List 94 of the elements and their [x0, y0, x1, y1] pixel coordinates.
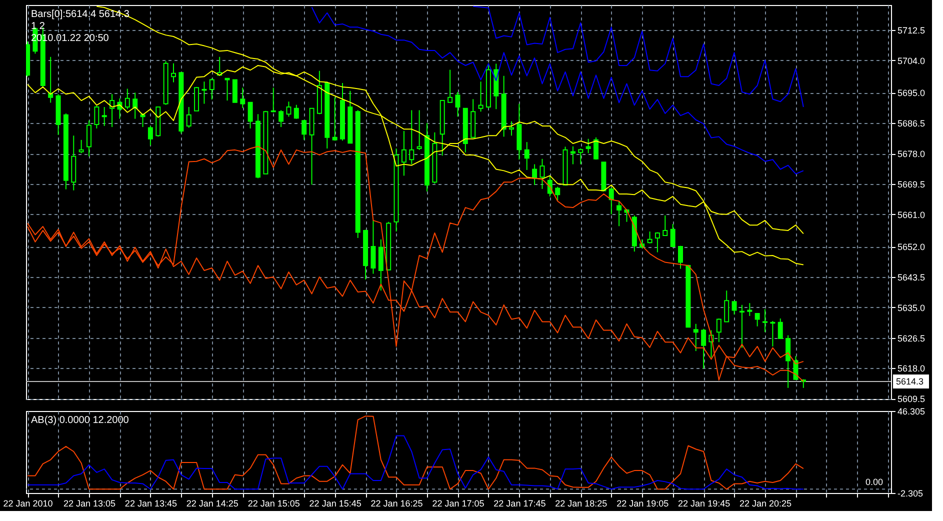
candlestick [739, 304, 744, 348]
candlestick [540, 158, 545, 190]
candlestick [586, 138, 591, 154]
x-tick-label: 22 Jan 17:05 [432, 498, 484, 508]
line-series [27, 416, 804, 490]
line-series [472, 6, 804, 108]
candlestick [455, 91, 460, 118]
candlestick [124, 88, 130, 110]
candlestick [202, 81, 207, 104]
y-tick-label: 5652.0 [898, 242, 926, 252]
candlestick [148, 125, 153, 146]
ref-line-label: 0.00 [865, 477, 883, 488]
candlestick [724, 290, 730, 322]
candlestick [701, 328, 706, 370]
candlestick [401, 130, 406, 176]
candlestick [678, 245, 684, 270]
y-tick-label: 5618.0 [898, 364, 926, 374]
x-tick-label: 22 Jan 2010 [3, 498, 53, 508]
candlestick [654, 232, 660, 253]
x-tick-label: 22 Jan 13:45 [124, 498, 177, 508]
x-tick-label: 22 Jan 19:05 [616, 498, 669, 508]
candlestick [754, 312, 760, 327]
candlestick [716, 318, 722, 343]
candlestick [278, 110, 284, 128]
candlestick [270, 87, 276, 113]
annotation: AB(3) 0.0000 12.2000 [31, 415, 130, 426]
candlestick [102, 106, 107, 126]
candlestick [416, 110, 422, 150]
candlestick [370, 220, 376, 274]
candlestick [286, 101, 292, 118]
x-tick-label: 22 Jan 17:45 [494, 498, 546, 508]
candlestick [770, 320, 776, 347]
candlestick [209, 78, 214, 100]
candlestick [378, 238, 384, 292]
x-tick-label: 22 Jan 18:25 [555, 498, 608, 508]
y-tick-label: 46.305 [898, 406, 926, 416]
line-series [311, 6, 804, 174]
ref-line-label: 5614.3 [896, 376, 924, 386]
y-tick-label: 5678.0 [898, 149, 926, 160]
x-tick-label: 22 Jan 15:45 [309, 498, 362, 508]
candlestick [240, 87, 246, 109]
y-tick-label: 5695.0 [898, 88, 926, 98]
candlestick [409, 110, 414, 165]
x-tick-label: 22 Jan 16:25 [370, 498, 423, 508]
candlestick [132, 92, 138, 120]
candlestick [594, 136, 599, 160]
candlestick [555, 186, 560, 201]
x-tick-label: 22 Jan 13:05 [63, 498, 116, 508]
y-tick-label: -2.305 [898, 488, 924, 498]
candlestick [448, 69, 453, 103]
y-tick-label: 5626.5 [898, 333, 926, 344]
candlestick [647, 231, 652, 244]
candlestick [78, 139, 84, 154]
x-tick-label: 22 Jan 14:25 [186, 498, 238, 508]
candlestick [332, 96, 338, 142]
candlestick [186, 106, 192, 128]
candlestick [693, 323, 698, 352]
candlestick [248, 102, 253, 129]
candlestick [786, 334, 791, 388]
candlestick [616, 200, 622, 227]
candlestick [224, 78, 230, 102]
y-tick-label: 5661.0 [898, 210, 926, 220]
y-tick-label: 5643.5 [898, 272, 926, 282]
candlestick [570, 146, 576, 165]
x-tick-label: 22 Jan 19:45 [678, 498, 730, 508]
candlestick [478, 81, 484, 112]
candlestick [110, 94, 115, 128]
candlestick [94, 105, 100, 129]
candlestick [294, 104, 299, 120]
x-tick-label: 22 Jan 20:25 [739, 498, 792, 508]
candlestick [608, 187, 614, 215]
candlestick [578, 148, 584, 165]
candlestick [524, 142, 530, 170]
candlestick [747, 302, 752, 316]
candlestick [662, 214, 668, 236]
x-tick-label: 22 Jan 15:05 [248, 498, 300, 508]
candlestick [778, 318, 783, 340]
y-tick-label: 5669.5 [898, 179, 926, 190]
candlestick [232, 79, 238, 104]
candlestick [48, 56, 54, 104]
line-series [27, 435, 804, 490]
candlestick [762, 308, 768, 333]
y-tick-label: 5609.5 [898, 394, 926, 404]
y-tick-label: 5686.5 [898, 118, 926, 129]
candlestick [670, 224, 676, 248]
candlestick [302, 119, 307, 140]
y-tick-label: 5704.0 [898, 56, 926, 66]
candlestick [86, 120, 92, 157]
candlestick [509, 120, 514, 136]
y-tick-label: 5635.0 [898, 302, 926, 313]
candlestick [194, 86, 200, 112]
candlestick [170, 62, 176, 83]
candlestick [732, 301, 737, 316]
y-tick-label: 5712.5 [898, 26, 926, 36]
